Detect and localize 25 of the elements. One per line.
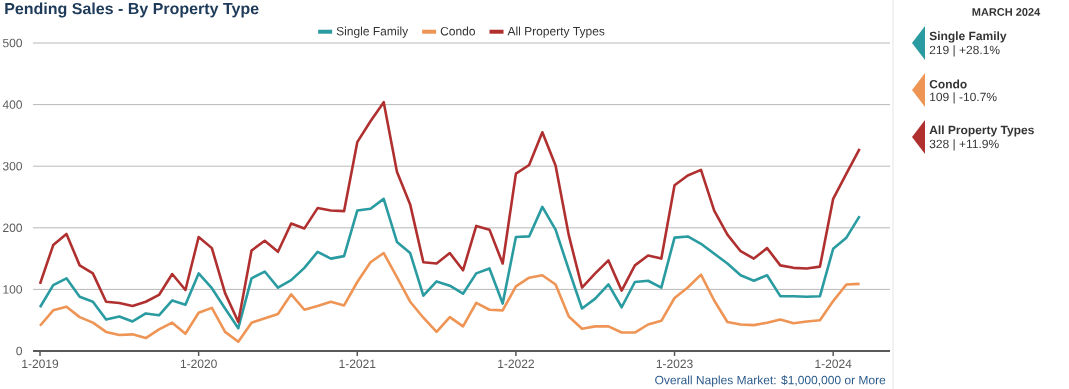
x-tick-label: 1-2023 (656, 359, 693, 369)
legend-label: Condo (440, 26, 475, 36)
y-tick-label: 300 (2, 161, 23, 171)
y-tick-label: 500 (2, 38, 23, 48)
y-tick-label: 100 (3, 285, 23, 294)
y-tick-label: 400 (2, 100, 23, 109)
chart-title: Pending Sales - By Property Type (5, 2, 259, 18)
legend-label: Single Family (336, 26, 409, 38)
y-tick-label: 200 (3, 223, 23, 233)
text: 219 | +28.1% (929, 45, 1000, 57)
text: Condo (929, 79, 967, 89)
legend-label: All Property Types (507, 26, 605, 38)
text: All Property Types (929, 125, 1034, 137)
text: 328 | +11.9% (929, 139, 999, 151)
text: MARCH 2024 (972, 8, 1041, 16)
text: 109 | -10.7% (930, 92, 997, 104)
line-series (38, 100, 861, 324)
x-tick-label: 1-2022 (498, 359, 534, 369)
x-tick-label: 1-2024 (815, 359, 852, 369)
text: Overall Naples Market: $1,000,000 or More (655, 375, 886, 387)
x-tick-label: 1-2021 (339, 359, 376, 369)
x-tick-label: 1-2020 (180, 359, 217, 369)
text: Single Family (929, 31, 1007, 43)
y-tick-label: 0 (16, 346, 23, 356)
x-tick-label: 1-2019 (22, 359, 59, 369)
